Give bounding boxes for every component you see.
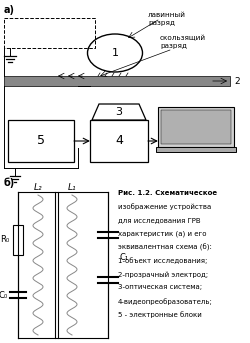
Ellipse shape: [88, 34, 142, 72]
Bar: [158, 107, 234, 147]
Bar: [161, 110, 231, 144]
Text: 5: 5: [37, 134, 45, 147]
Text: 3-оптическая система;: 3-оптическая система;: [118, 284, 202, 291]
Polygon shape: [92, 104, 146, 120]
Text: 5 - электронные блоки: 5 - электронные блоки: [118, 311, 202, 318]
Text: 4-видеопреобразователь;: 4-видеопреобразователь;: [118, 298, 213, 305]
Text: 2: 2: [234, 78, 239, 86]
Bar: [4, 76, 230, 86]
Text: 2-прозрачный электрод;: 2-прозрачный электрод;: [118, 271, 208, 277]
Bar: [90, 120, 148, 162]
Text: изображение устройства: изображение устройства: [118, 203, 211, 210]
Text: C₀: C₀: [0, 291, 8, 299]
Text: характеристик (а) и его: характеристик (а) и его: [118, 230, 206, 237]
Text: R₀: R₀: [0, 236, 9, 245]
Text: б): б): [4, 178, 15, 189]
Text: эквивалентная схема (б):: эквивалентная схема (б):: [118, 244, 212, 251]
Text: скользящий
разряд: скользящий разряд: [160, 35, 206, 49]
Text: для исследования ГРВ: для исследования ГРВ: [118, 217, 200, 223]
Text: а): а): [4, 5, 15, 15]
Bar: [156, 147, 236, 152]
Bar: [8, 120, 74, 162]
Text: 4: 4: [115, 134, 123, 147]
Text: 1-объект исследования;: 1-объект исследования;: [118, 258, 208, 264]
Text: L₁: L₁: [68, 183, 76, 192]
Text: C₁: C₁: [119, 253, 128, 262]
Text: L₂: L₂: [34, 183, 42, 192]
Text: Рис. 1.2. Схематическое: Рис. 1.2. Схематическое: [118, 190, 217, 196]
Text: лавинный
разряд: лавинный разряд: [148, 12, 186, 25]
Bar: [13, 225, 23, 255]
Text: 3: 3: [116, 107, 122, 117]
Text: 1: 1: [112, 48, 118, 58]
